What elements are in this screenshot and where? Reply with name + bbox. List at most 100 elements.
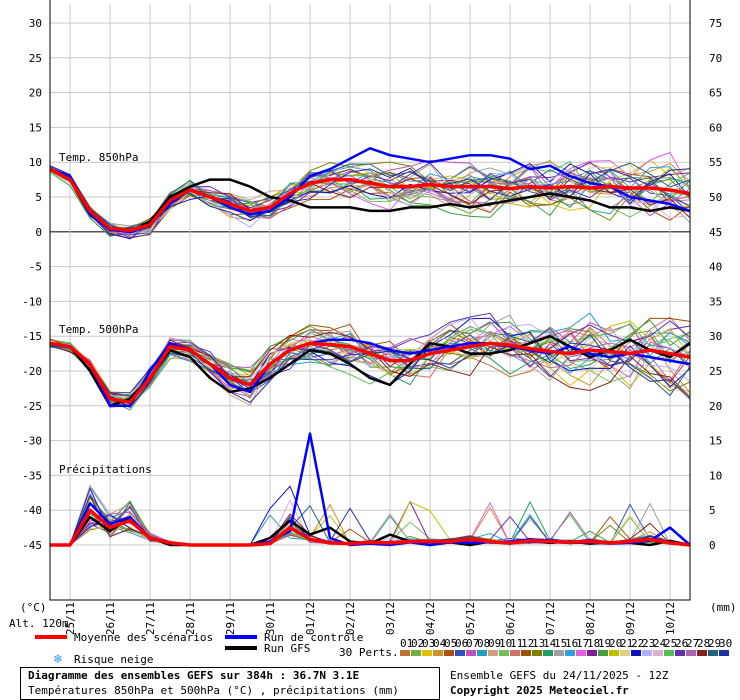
left-tick-label: -5 bbox=[29, 261, 42, 274]
perturbation-swatch bbox=[444, 650, 454, 656]
perturbation-swatch bbox=[400, 650, 410, 656]
date-tick-label: 26/11 bbox=[104, 602, 117, 635]
date-tick-label: 30/11 bbox=[264, 602, 277, 635]
chart-legend: Moyenne des scénarios Run de contrôle Ru… bbox=[35, 631, 732, 666]
right-tick-label: 20 bbox=[709, 400, 722, 413]
perturbation-swatch bbox=[543, 650, 553, 656]
mean-line bbox=[50, 508, 691, 547]
perturbation-swatch bbox=[664, 650, 674, 656]
right-tick-label: 45 bbox=[709, 226, 722, 239]
perturbation-swatch bbox=[598, 650, 608, 656]
left-tick-label: 15 bbox=[29, 121, 42, 134]
perturbation-id-label: 19 bbox=[598, 637, 611, 650]
legend-mean-label: Moyenne des scénarios bbox=[74, 631, 213, 644]
date-tick-label: 29/11 bbox=[224, 602, 237, 635]
perturbation-id-label: 28 bbox=[697, 637, 710, 650]
perturbation-id-label: 04 bbox=[433, 637, 447, 650]
perturbation-id-label: 01 bbox=[400, 637, 413, 650]
perturbation-swatch bbox=[675, 650, 685, 656]
perturbation-id-label: 26 bbox=[675, 637, 688, 650]
right-tick-label: 50 bbox=[709, 191, 722, 204]
date-tick-label: 03/12 bbox=[384, 602, 397, 635]
perturbation-swatch bbox=[708, 650, 718, 656]
perturbation-swatch bbox=[576, 650, 586, 656]
date-tick-label: 28/11 bbox=[184, 602, 197, 635]
perturbation-id-label: 02 bbox=[411, 637, 424, 650]
right-tick-label: 70 bbox=[709, 52, 722, 65]
perturbation-swatch bbox=[697, 650, 707, 656]
perturbation-swatch bbox=[433, 650, 443, 656]
footer-copyright: Copyright 2025 Meteociel.fr bbox=[450, 684, 629, 697]
perturbation-id-label: 16 bbox=[565, 637, 578, 650]
left-tick-label: 0 bbox=[35, 226, 42, 239]
left-tick-label: -20 bbox=[22, 365, 42, 378]
panel-label-t850: Temp. 850hPa bbox=[59, 151, 138, 164]
date-tick-label: 01/12 bbox=[304, 602, 317, 635]
left-tick-label: -45 bbox=[22, 539, 42, 552]
date-tick-label: 07/12 bbox=[544, 602, 557, 635]
right-tick-label: 25 bbox=[709, 365, 722, 378]
perturbation-id-label: 30 bbox=[719, 637, 732, 650]
left-tick-label: 20 bbox=[29, 87, 42, 100]
perturbation-id-label: 22 bbox=[631, 637, 644, 650]
right-tick-label: 35 bbox=[709, 295, 722, 308]
perturbation-swatch bbox=[719, 650, 729, 656]
perturbation-swatch bbox=[631, 650, 641, 656]
perturbation-id-label: 11 bbox=[510, 637, 523, 650]
left-tick-label: 30 bbox=[29, 17, 42, 30]
perturbation-id-label: 13 bbox=[532, 637, 545, 650]
perturbation-id-label: 06 bbox=[455, 637, 468, 650]
perturbation-id-label: 24 bbox=[653, 637, 667, 650]
perturbation-line bbox=[49, 162, 691, 238]
date-tick-label: 08/12 bbox=[584, 602, 597, 635]
perturbation-swatch bbox=[532, 650, 542, 656]
date-tick-label: 09/12 bbox=[624, 602, 637, 635]
date-tick-label: 05/12 bbox=[464, 602, 477, 635]
mean-line bbox=[49, 341, 691, 405]
perturbation-line bbox=[49, 162, 691, 233]
right-tick-label: 55 bbox=[709, 156, 722, 169]
footer-run: Ensemble GEFS du 24/11/2025 - 12Z bbox=[450, 669, 669, 682]
perturbation-swatch bbox=[642, 650, 652, 656]
perturbation-id-label: 18 bbox=[587, 637, 600, 650]
footer-title: Diagramme des ensembles GEFS sur 384h : … bbox=[28, 669, 360, 682]
perturbation-id-label: 08 bbox=[477, 637, 490, 650]
perturbation-id-label: 05 bbox=[444, 637, 457, 650]
snowflake-icon: ❄ bbox=[53, 652, 63, 666]
perturbation-id-label: 21 bbox=[620, 637, 633, 650]
date-tick-label: 27/11 bbox=[144, 602, 157, 635]
perturbation-id-label: 15 bbox=[554, 637, 567, 650]
legend-gfs-label: Run GFS bbox=[264, 642, 310, 655]
perturbation-id-label: 20 bbox=[609, 637, 622, 650]
perturbation-swatch bbox=[686, 650, 696, 656]
perturbation-swatch bbox=[653, 650, 663, 656]
perturbation-swatch bbox=[587, 650, 597, 656]
left-tick-label: 5 bbox=[35, 191, 42, 204]
footer-subtitle: Températures 850hPa et 500hPa (°C) , pré… bbox=[28, 684, 399, 697]
perturbation-swatch bbox=[422, 650, 432, 656]
right-axis-unit: (mm) bbox=[710, 601, 737, 614]
perturbation-swatch bbox=[411, 650, 421, 656]
perturbation-id-label: 29 bbox=[708, 637, 721, 650]
perturbation-id-label: 07 bbox=[466, 637, 479, 650]
date-tick-label: 02/12 bbox=[344, 602, 357, 635]
left-tick-label: -40 bbox=[22, 504, 42, 517]
perturbation-id-label: 25 bbox=[664, 637, 677, 650]
legend-perts-label: 30 Perts. bbox=[339, 646, 399, 659]
panel-label-precip: Précipitations bbox=[59, 463, 152, 476]
perturbation-swatch bbox=[455, 650, 465, 656]
plot-frame bbox=[49, 0, 691, 601]
date-tick-label: 04/12 bbox=[424, 602, 437, 635]
perturbation-swatch bbox=[466, 650, 476, 656]
mean-line bbox=[49, 167, 691, 233]
right-tick-label: 65 bbox=[709, 87, 722, 100]
perturbation-id-label: 17 bbox=[576, 637, 589, 650]
left-tick-label: -30 bbox=[22, 435, 42, 448]
chart-grid bbox=[50, 5, 690, 600]
perturbation-id-label: 10 bbox=[499, 637, 512, 650]
left-tick-label: -15 bbox=[22, 330, 42, 343]
left-axis-unit: (°C) bbox=[20, 601, 47, 614]
left-tick-label: 25 bbox=[29, 52, 42, 65]
perturbation-swatch bbox=[620, 650, 630, 656]
